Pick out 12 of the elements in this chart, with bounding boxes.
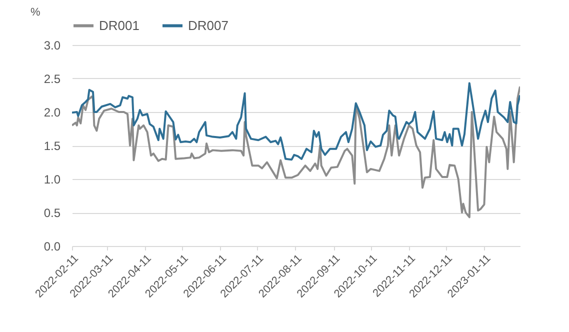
y-tick-label: 2.5: [44, 72, 61, 86]
line-series: [72, 82, 520, 161]
y-tick-label: 1.5: [44, 139, 61, 153]
y-axis-title: %: [30, 6, 40, 18]
y-tick-label: 0.5: [44, 206, 61, 220]
legend-label: DR001: [99, 18, 140, 33]
y-tick-label: 1.0: [44, 172, 61, 186]
legend-label: DR007: [188, 18, 228, 33]
line-series: [72, 86, 520, 218]
y-tick-label: 3.0: [44, 38, 61, 52]
y-tick-label: 2.0: [44, 106, 61, 120]
y-tick-label: 0.0: [44, 240, 61, 254]
